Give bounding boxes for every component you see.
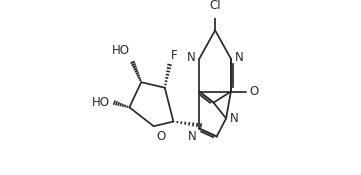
Text: O: O (156, 130, 165, 143)
Text: N: N (230, 112, 239, 125)
Text: N: N (187, 51, 195, 64)
Text: HO: HO (112, 44, 130, 57)
Text: O: O (249, 85, 258, 98)
Text: Cl: Cl (209, 0, 221, 12)
Text: HO: HO (92, 96, 110, 109)
Text: N: N (235, 51, 244, 64)
Text: F: F (171, 49, 178, 62)
Text: N: N (188, 130, 197, 143)
